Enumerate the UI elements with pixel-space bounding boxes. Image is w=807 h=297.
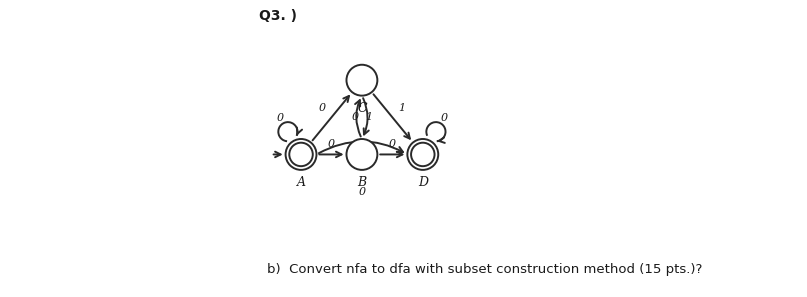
Text: 0: 0	[318, 103, 325, 113]
Text: D: D	[418, 176, 428, 189]
Text: 1: 1	[399, 103, 406, 113]
Text: 0: 0	[358, 187, 366, 197]
Text: b)  Convert nfa to dfa with subset construction method (15 pts.)?: b) Convert nfa to dfa with subset constr…	[267, 263, 702, 276]
Text: C: C	[358, 102, 366, 115]
Text: 0: 0	[328, 139, 335, 149]
Text: 0: 0	[441, 113, 448, 123]
Circle shape	[346, 139, 378, 170]
Text: 0: 0	[389, 139, 395, 149]
Text: 0: 0	[276, 113, 283, 123]
Text: B: B	[358, 176, 366, 189]
Circle shape	[286, 139, 316, 170]
Text: Q3. ): Q3. )	[260, 9, 298, 23]
Text: A: A	[296, 176, 306, 189]
Circle shape	[408, 139, 438, 170]
Circle shape	[346, 65, 378, 96]
Text: 1: 1	[366, 112, 372, 122]
Text: 0: 0	[352, 112, 358, 122]
